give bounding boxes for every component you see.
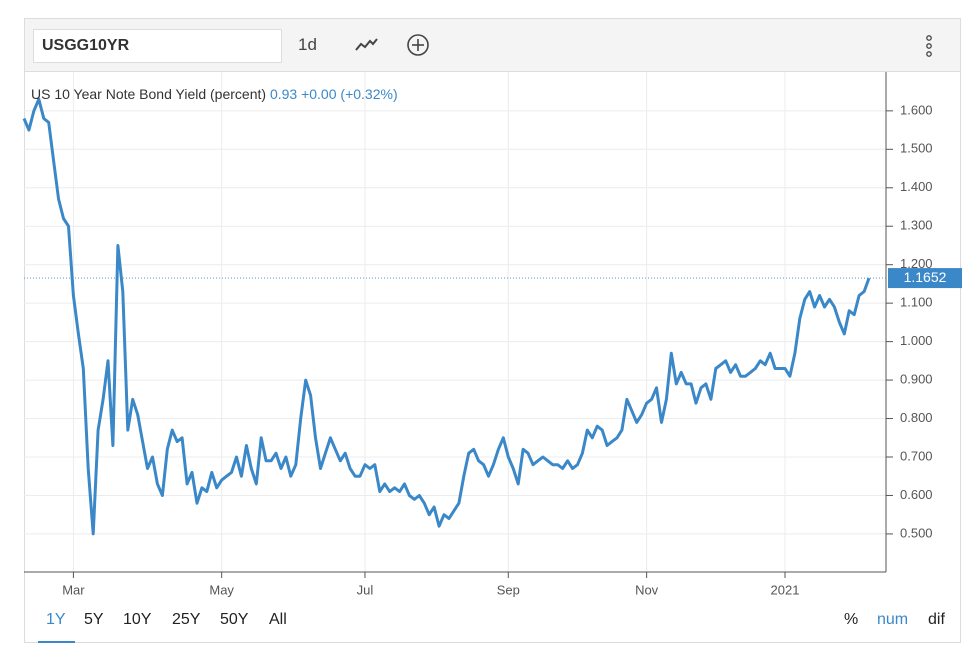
range-button[interactable]: 50Y — [220, 611, 249, 628]
chart-style-button[interactable] — [354, 36, 378, 54]
chart-header: US 10 Year Note Bond Yield (percent) 0.9… — [31, 86, 398, 102]
y-tick-label: 1.300 — [900, 218, 933, 233]
range-button[interactable]: All — [269, 611, 287, 628]
active-range-underline — [38, 641, 75, 643]
symbol-input[interactable]: USGG10YR — [33, 29, 282, 63]
y-tick-label: 1.100 — [900, 295, 933, 310]
x-tick-label: Mar — [62, 582, 85, 597]
menu-button[interactable] — [924, 34, 934, 58]
y-tick-label: 0.500 — [900, 525, 933, 540]
y-tick-label: 0.600 — [900, 487, 933, 502]
change-percent: (+0.32%) — [340, 86, 398, 102]
x-tick-label: Sep — [497, 582, 520, 597]
range-button[interactable]: 1Y — [46, 611, 66, 628]
y-tick-label: 0.700 — [900, 448, 933, 463]
widget-frame — [24, 18, 961, 643]
y-tick-label: 1.000 — [900, 333, 933, 348]
mode-button[interactable]: dif — [928, 611, 945, 628]
y-tick-label: 1.400 — [900, 179, 933, 194]
interval-button[interactable]: 1d — [298, 35, 317, 54]
line-series — [22, 97, 871, 536]
x-tick-label: Jul — [357, 582, 374, 597]
mode-button[interactable]: num — [877, 611, 909, 628]
y-tick-label: 0.900 — [900, 372, 933, 387]
y-tick-label: 1.600 — [900, 102, 933, 117]
y-tick-label: 1.200 — [900, 256, 933, 271]
range-button[interactable]: 25Y — [172, 611, 201, 628]
x-tick-label: May — [209, 582, 234, 597]
y-tick-label: 0.800 — [900, 410, 933, 425]
compare-button[interactable] — [406, 33, 430, 57]
range-button[interactable]: 5Y — [84, 611, 104, 628]
x-tick-label: Nov — [635, 582, 659, 597]
mode-button[interactable]: % — [844, 611, 859, 628]
last-value-tag — [888, 268, 962, 289]
chart-title: US 10 Year Note Bond Yield (percent) — [31, 86, 267, 102]
range-button[interactable]: 10Y — [123, 611, 152, 628]
y-tick-label: 1.500 — [900, 141, 933, 156]
price: 0.93 — [269, 86, 298, 102]
change: +0.00 — [301, 86, 337, 102]
x-tick-label: 2021 — [771, 582, 800, 597]
last-value-label: 1.1652 — [904, 269, 947, 285]
